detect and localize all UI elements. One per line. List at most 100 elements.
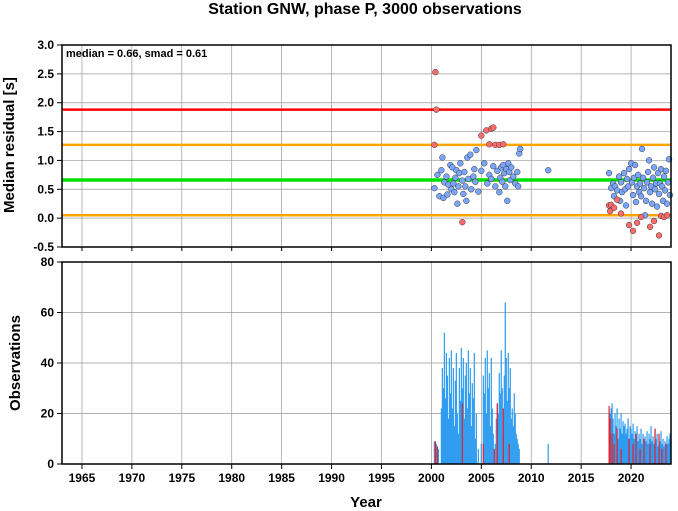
residual-point bbox=[653, 203, 661, 210]
observation-bar bbox=[491, 408, 493, 464]
observation-bar bbox=[469, 368, 471, 464]
observation-bar bbox=[508, 443, 510, 464]
observation-bar bbox=[484, 357, 486, 464]
residual-point bbox=[432, 68, 439, 76]
observation-bar bbox=[613, 443, 615, 464]
x-tick-label: 1995 bbox=[368, 471, 395, 485]
observation-bar bbox=[498, 373, 500, 464]
residual-points bbox=[431, 68, 674, 239]
observation-bar bbox=[620, 448, 622, 464]
residual-point bbox=[459, 177, 466, 184]
observation-bar bbox=[508, 388, 510, 464]
observation-bar bbox=[475, 413, 477, 464]
observation-bar bbox=[448, 357, 450, 464]
x-tick-label: 1985 bbox=[268, 471, 295, 485]
residual-point bbox=[457, 160, 464, 167]
residual-point bbox=[454, 200, 461, 207]
residual-point bbox=[649, 174, 657, 181]
x-tick-label: 1965 bbox=[69, 471, 96, 485]
residual-point bbox=[486, 141, 493, 148]
observation-bar bbox=[640, 428, 642, 464]
observation-bar bbox=[612, 418, 614, 464]
observation-bar bbox=[499, 393, 501, 464]
residual-point bbox=[642, 197, 650, 204]
residual-point bbox=[444, 191, 451, 198]
observation-bar bbox=[453, 426, 455, 464]
observation-bar bbox=[509, 368, 511, 464]
residual-point bbox=[661, 187, 669, 194]
observation-bar bbox=[641, 443, 643, 464]
residual-point bbox=[490, 163, 497, 170]
residual-point bbox=[631, 161, 639, 169]
residual-point bbox=[460, 190, 467, 198]
observation-bar bbox=[456, 413, 458, 464]
observation-bar bbox=[463, 418, 465, 464]
observation-bar bbox=[486, 350, 488, 464]
observation-bar bbox=[512, 426, 514, 464]
observation-bar bbox=[477, 448, 479, 464]
observation-bar bbox=[617, 438, 619, 464]
observation-bar bbox=[657, 446, 659, 464]
y-tick-label: 0.5 bbox=[37, 182, 54, 196]
y-tick-label: 1.0 bbox=[37, 153, 54, 167]
residual-point bbox=[433, 106, 440, 113]
observation-bar bbox=[470, 426, 472, 464]
observation-bar bbox=[474, 438, 476, 464]
residual-point bbox=[644, 168, 652, 176]
observation-bar bbox=[665, 443, 667, 464]
observation-bar bbox=[504, 302, 506, 464]
observation-bar bbox=[614, 413, 616, 464]
residual-point bbox=[605, 169, 613, 177]
observation-bar bbox=[616, 428, 618, 464]
observation-bar bbox=[471, 383, 473, 464]
observation-bar bbox=[620, 413, 622, 464]
observation-bars bbox=[433, 302, 671, 464]
observation-bar bbox=[461, 403, 463, 464]
observation-bar bbox=[518, 448, 520, 464]
residual-point bbox=[660, 173, 668, 180]
residual-point bbox=[461, 168, 468, 176]
observation-bar bbox=[658, 433, 660, 464]
observation-bar bbox=[668, 438, 670, 464]
observation-bar bbox=[440, 408, 442, 464]
observation-bar bbox=[437, 448, 439, 464]
observation-bar bbox=[623, 426, 625, 464]
observation-bar bbox=[635, 433, 637, 464]
y-tick-label: 80 bbox=[41, 255, 55, 269]
observation-bar bbox=[660, 431, 662, 464]
observation-bar bbox=[488, 373, 490, 464]
residual-point bbox=[645, 157, 653, 164]
residual-point bbox=[462, 183, 469, 190]
x-tick-label: 1970 bbox=[119, 471, 146, 485]
top-y-ticks: -0.5 0.0 0.5 1.0 1.5 2.0 2.5 3.0 bbox=[33, 38, 62, 254]
residual-point bbox=[492, 183, 499, 190]
residual-point bbox=[467, 151, 474, 158]
residual-point bbox=[545, 167, 552, 174]
observation-bar bbox=[507, 352, 509, 464]
observation-bar bbox=[647, 443, 649, 464]
observation-bar bbox=[653, 443, 655, 464]
residual-point bbox=[629, 191, 637, 199]
observation-bar bbox=[608, 405, 610, 464]
residual-point bbox=[620, 169, 628, 177]
residual-point bbox=[472, 178, 479, 185]
residual-point bbox=[431, 184, 438, 192]
x-tick-label: 1980 bbox=[218, 471, 245, 485]
observation-bar bbox=[466, 408, 468, 464]
observation-bar bbox=[458, 368, 460, 464]
residual-point bbox=[504, 197, 511, 204]
observation-bar bbox=[632, 443, 634, 464]
observation-bar bbox=[646, 431, 648, 464]
residual-point bbox=[481, 160, 488, 167]
observation-bar bbox=[662, 438, 664, 464]
residual-point bbox=[663, 200, 671, 207]
observation-bar bbox=[457, 433, 459, 464]
observation-bar bbox=[495, 418, 497, 464]
observation-bar bbox=[449, 393, 451, 464]
observation-bar bbox=[663, 446, 665, 464]
observation-bar bbox=[652, 436, 654, 464]
observation-bar bbox=[622, 421, 624, 464]
residual-point bbox=[623, 175, 631, 183]
observation-bar bbox=[627, 418, 629, 464]
observation-bar bbox=[634, 431, 636, 464]
